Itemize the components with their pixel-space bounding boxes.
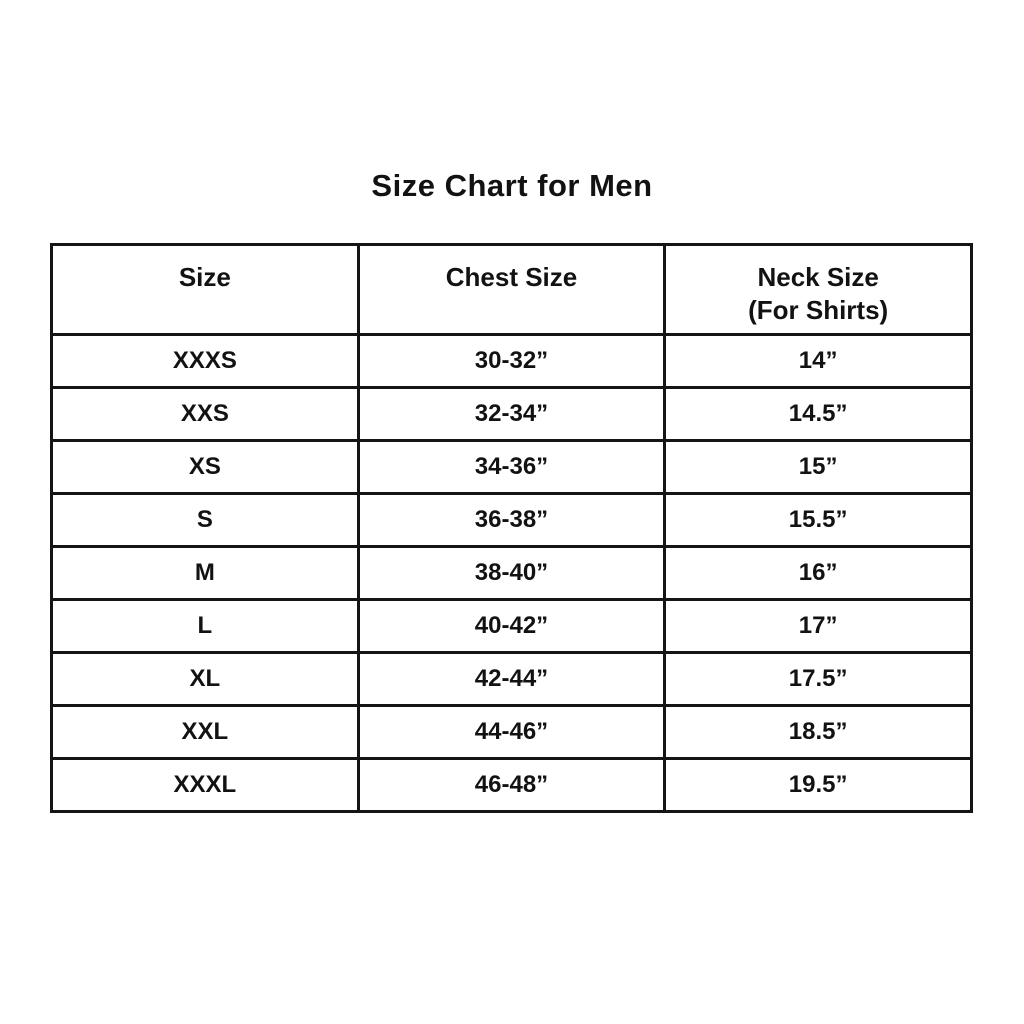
size-cell: XXXL — [50, 757, 360, 813]
size-cell: M — [50, 545, 360, 601]
chest-cell: 44-46” — [356, 704, 667, 760]
table-row: L 40-42” 17” — [50, 598, 973, 654]
chest-cell: 36-38” — [356, 492, 667, 548]
page-title: Size Chart for Men — [371, 168, 653, 203]
chest-cell: 42-44” — [356, 651, 667, 707]
table-row: XXXL 46-48” 19.5” — [50, 757, 973, 813]
table-row: S 36-38” 15.5” — [50, 492, 973, 548]
neck-cell: 17.5” — [663, 651, 973, 707]
column-header-neck-size: Neck Size (For Shirts) — [663, 243, 973, 336]
size-cell: XXXS — [50, 333, 360, 389]
size-cell: XL — [50, 651, 360, 707]
neck-cell: 18.5” — [663, 704, 973, 760]
size-header-label: Size — [178, 262, 231, 292]
table-row: XXS 32-34” 14.5” — [50, 386, 973, 442]
chest-cell: 30-32” — [356, 333, 667, 389]
size-chart-table: Size Chest Size Neck Size (For Shirts) X… — [50, 243, 973, 813]
table-row: XXXS 30-32” 14” — [50, 333, 973, 389]
size-cell: S — [50, 492, 360, 548]
size-cell: XXS — [50, 386, 360, 442]
neck-cell: 14.5” — [663, 386, 973, 442]
neck-cell: 19.5” — [663, 757, 973, 813]
table-row: XXL 44-46” 18.5” — [50, 704, 973, 760]
table-row: XL 42-44” 17.5” — [50, 651, 973, 707]
neck-cell: 14” — [663, 333, 973, 389]
size-cell: XS — [50, 439, 360, 495]
chest-cell: 40-42” — [356, 598, 667, 654]
column-header-chest-size: Chest Size — [356, 243, 667, 336]
chest-cell: 34-36” — [356, 439, 667, 495]
column-header-size: Size — [50, 243, 360, 336]
neck-cell: 15” — [663, 439, 973, 495]
neck-size-header-subtitle: (For Shirts) — [748, 294, 889, 325]
chest-cell: 46-48” — [356, 757, 667, 813]
table-body: XXXS 30-32” 14” XXS 32-34” 14.5” XS 34-3… — [50, 333, 973, 813]
chest-cell: 32-34” — [356, 386, 667, 442]
chest-size-header-label: Chest Size — [445, 262, 578, 292]
table-row: M 38-40” 16” — [50, 545, 973, 601]
size-cell: XXL — [50, 704, 360, 760]
header-row: Size Chest Size Neck Size (For Shirts) — [50, 243, 973, 336]
neck-cell: 16” — [663, 545, 973, 601]
neck-size-header-label: Neck Size — [757, 262, 879, 292]
neck-cell: 15.5” — [663, 492, 973, 548]
chest-cell: 38-40” — [356, 545, 667, 601]
neck-cell: 17” — [663, 598, 973, 654]
table-row: XS 34-36” 15” — [50, 439, 973, 495]
size-cell: L — [50, 598, 360, 654]
